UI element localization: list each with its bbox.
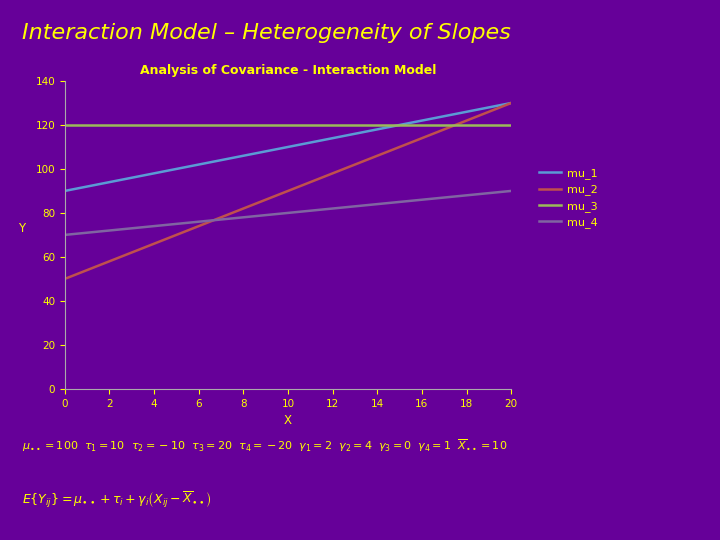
mu_1 <box>507 100 516 106</box>
mu_4 <box>78 230 87 237</box>
mu_1 <box>143 171 152 178</box>
Line: mu_1: mu_1 <box>65 103 511 191</box>
Line: mu_4: mu_4 <box>65 191 511 235</box>
Legend: mu_1, mu_2, mu_3, mu_4: mu_1, mu_2, mu_3, mu_4 <box>535 164 602 233</box>
Text: $\mu_{\bullet\bullet}=100$  $\tau_1=10$  $\tau_2=-10$  $\tau_3=20$  $\tau_4=-20$: $\mu_{\bullet\bullet}=100$ $\tau_1=10$ $… <box>22 437 507 454</box>
mu_4 <box>87 229 96 235</box>
Text: $E\{Y_{ij}\}=\mu_{\bullet\bullet}+\tau_i+\gamma_i\left(X_{ij}-\overline{X}_{\bul: $E\{Y_{ij}\}=\mu_{\bullet\bullet}+\tau_i… <box>22 489 212 510</box>
mu_3 <box>179 122 188 128</box>
mu_4 <box>143 224 152 230</box>
mu_1 <box>469 107 477 114</box>
mu_4 <box>507 188 516 194</box>
mu_3 <box>143 122 152 128</box>
mu_4 <box>60 232 69 238</box>
mu_2 <box>60 275 69 282</box>
mu_2 <box>469 115 477 122</box>
mu_2 <box>143 243 152 249</box>
mu_3 <box>469 122 477 128</box>
Text: Interaction Model – Heterogeneity of Slopes: Interaction Model – Heterogeneity of Slo… <box>22 23 510 43</box>
X-axis label: X: X <box>284 414 292 427</box>
mu_3 <box>485 122 493 128</box>
Line: mu_2: mu_2 <box>65 103 511 279</box>
mu_2 <box>485 109 493 115</box>
mu_2 <box>87 265 96 272</box>
mu_1 <box>87 183 96 189</box>
mu_4 <box>179 220 188 226</box>
mu_2 <box>78 268 87 275</box>
mu_3 <box>78 122 87 128</box>
mu_1 <box>60 188 69 194</box>
mu_1 <box>485 104 493 111</box>
mu_2 <box>507 100 516 106</box>
Title: Analysis of Covariance - Interaction Model: Analysis of Covariance - Interaction Mod… <box>140 64 436 77</box>
mu_4 <box>485 190 493 197</box>
mu_3 <box>60 122 69 128</box>
Y-axis label: Y: Y <box>18 222 25 235</box>
mu_1 <box>78 184 87 191</box>
mu_4 <box>469 192 477 198</box>
mu_1 <box>179 164 188 171</box>
mu_3 <box>87 122 96 128</box>
mu_2 <box>179 229 188 235</box>
mu_3 <box>507 122 516 128</box>
